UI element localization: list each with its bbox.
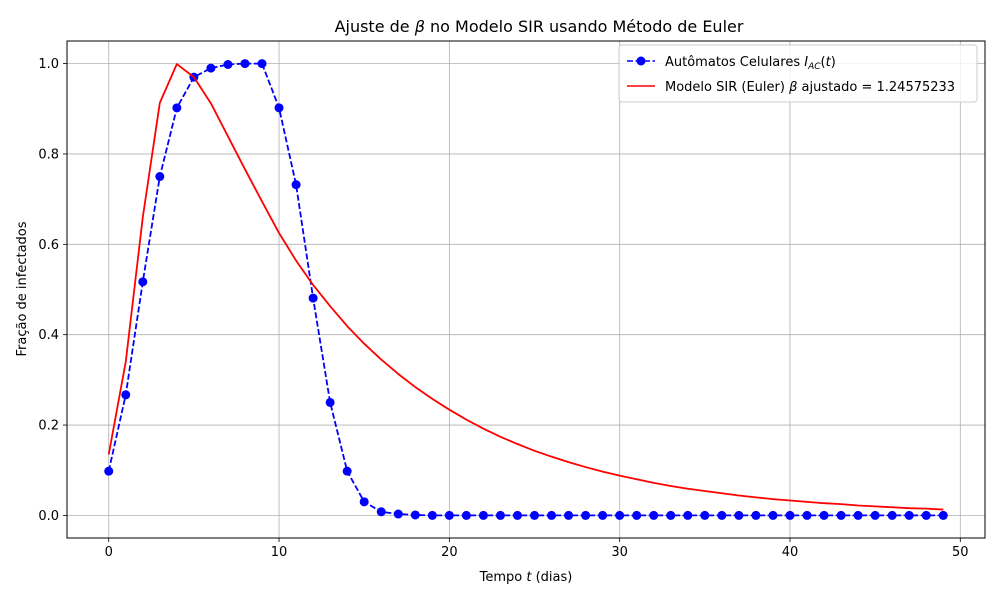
data-point — [904, 510, 914, 520]
data-point — [581, 510, 591, 520]
data-point — [870, 510, 880, 520]
legend-label-sir: Modelo SIR (Euler) β ajustado = 1.245752… — [665, 80, 955, 95]
x-tick-label: 0 — [105, 545, 113, 560]
data-point — [751, 510, 761, 520]
series-layer — [104, 59, 948, 520]
x-axis-label: Tempo t (dias) — [479, 570, 573, 585]
legend-sir-beta: β — [788, 80, 797, 95]
y-tick-label: 0.6 — [38, 238, 59, 253]
data-point — [683, 510, 693, 520]
legend: Autômatos Celulares IAC(t) Modelo SIR (E… — [618, 44, 978, 103]
title-beta: β — [414, 17, 425, 36]
series-line-sir — [107, 63, 944, 511]
data-point — [325, 397, 335, 407]
data-point — [427, 510, 437, 520]
data-point — [172, 103, 182, 113]
legend-ac-pre: Autômatos Celulares — [665, 55, 804, 70]
data-point — [461, 510, 471, 520]
xlabel-pre: Tempo — [479, 570, 527, 585]
x-tick-label: 10 — [271, 545, 288, 560]
xlabel-post: (dias) — [531, 570, 572, 585]
axis-ticks: 0 10 20 30 40 50 0.0 0.2 0.4 0.6 0.8 1.0 — [38, 57, 968, 560]
data-point — [291, 180, 301, 190]
y-tick-label: 1.0 — [38, 57, 59, 72]
xlabel-var: t — [526, 570, 532, 585]
plot-frame — [66, 40, 986, 539]
data-point — [444, 510, 454, 520]
data-point — [223, 59, 233, 69]
legend-sir-post: ajustado = 1.24575233 — [797, 80, 955, 95]
data-point — [121, 390, 131, 400]
data-point — [887, 510, 897, 520]
grid-lines — [67, 41, 985, 538]
legend-ac-var2: t — [826, 55, 832, 70]
data-point — [564, 510, 574, 520]
data-point — [495, 510, 505, 520]
data-point — [921, 510, 931, 520]
data-point — [274, 103, 284, 113]
x-tick-label: 50 — [952, 545, 969, 560]
legend-marker-ac — [636, 56, 646, 66]
title-pre: Ajuste de — [335, 17, 415, 36]
data-point — [530, 510, 540, 520]
y-axis-label: Fração de infectados — [15, 221, 30, 356]
legend-sir-pre: Modelo SIR (Euler) — [665, 80, 789, 95]
data-point — [836, 510, 846, 520]
y-tick-label: 0.0 — [38, 509, 59, 524]
y-tick-label: 0.8 — [38, 147, 59, 162]
data-point — [666, 510, 676, 520]
legend-ac-post: ) — [831, 55, 836, 70]
chart-title: Ajuste de β no Modelo SIR usando Método … — [335, 17, 744, 36]
data-point — [393, 509, 403, 519]
data-point — [478, 510, 488, 520]
x-tick-label: 20 — [441, 545, 458, 560]
data-point — [938, 510, 948, 520]
x-tick-label: 40 — [782, 545, 799, 560]
data-point — [615, 510, 625, 520]
data-point — [257, 59, 267, 69]
data-point — [632, 510, 642, 520]
data-point — [802, 510, 812, 520]
data-point — [359, 497, 369, 507]
data-point — [819, 510, 829, 520]
data-point — [410, 510, 420, 520]
legend-label-ac: Autômatos Celulares IAC(t) — [665, 55, 836, 72]
data-point — [717, 510, 727, 520]
data-point — [768, 510, 778, 520]
data-point — [206, 63, 216, 73]
data-point — [512, 510, 522, 520]
data-point — [240, 59, 250, 69]
data-point — [598, 510, 608, 520]
legend-ac-var: I — [804, 55, 808, 70]
legend-box — [618, 44, 978, 103]
data-point — [785, 510, 795, 520]
x-tick-label: 30 — [611, 545, 628, 560]
data-point — [649, 510, 659, 520]
title-post: no Modelo SIR usando Método de Euler — [425, 17, 744, 36]
y-tick-label: 0.4 — [38, 328, 59, 343]
data-point — [853, 510, 863, 520]
data-point — [342, 466, 352, 476]
data-point — [138, 277, 148, 287]
data-point — [547, 510, 557, 520]
y-tick-label: 0.2 — [38, 419, 59, 434]
legend-ac-sub: AC — [807, 62, 821, 72]
data-point — [104, 466, 114, 476]
data-point — [308, 293, 318, 303]
data-point — [155, 172, 165, 182]
legend-ac-mid: ( — [821, 55, 826, 70]
data-point — [700, 510, 710, 520]
data-point — [734, 510, 744, 520]
data-point — [376, 507, 386, 517]
